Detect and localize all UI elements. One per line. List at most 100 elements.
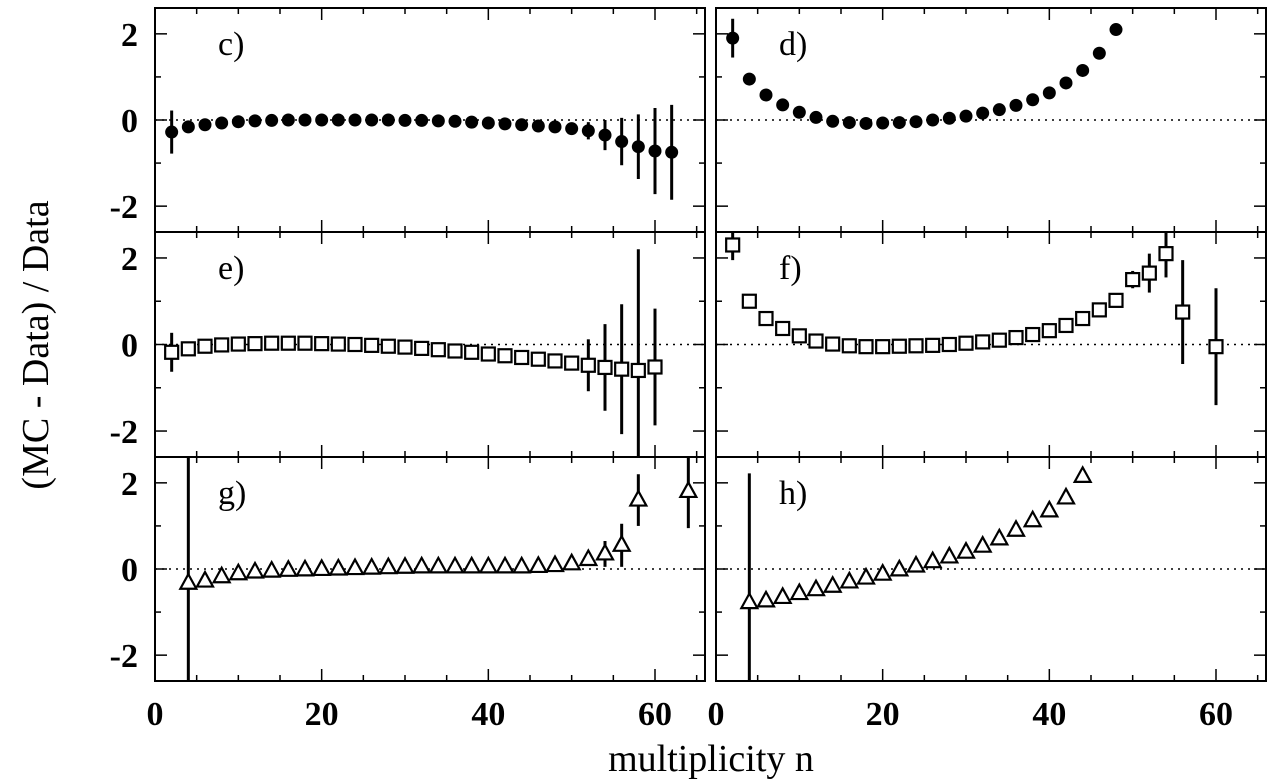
data-point bbox=[875, 339, 891, 355]
data-point bbox=[991, 332, 1007, 348]
x-axis-title: multiplicity n bbox=[608, 738, 814, 780]
x-tick-label: 20 bbox=[305, 696, 339, 733]
panel-f: f) bbox=[715, 231, 1267, 458]
data-point bbox=[178, 571, 199, 590]
data-point bbox=[725, 237, 741, 253]
data-point bbox=[415, 113, 429, 127]
data-point bbox=[628, 488, 649, 507]
data-point bbox=[545, 554, 565, 573]
data-point bbox=[445, 555, 465, 574]
data-point bbox=[808, 333, 824, 349]
data-point bbox=[481, 116, 495, 130]
data-point bbox=[245, 560, 265, 579]
x-tick-label: 40 bbox=[1032, 696, 1066, 733]
data-point bbox=[447, 343, 463, 359]
y-tick-label: 2 bbox=[121, 466, 138, 503]
data-point bbox=[726, 31, 740, 45]
data-point bbox=[414, 340, 430, 356]
data-point bbox=[247, 336, 263, 352]
panel-label: d) bbox=[779, 26, 807, 63]
panel-h: h) bbox=[715, 456, 1267, 682]
data-point bbox=[281, 113, 295, 127]
data-point bbox=[297, 335, 313, 351]
data-point bbox=[295, 558, 315, 577]
data-point bbox=[789, 582, 810, 601]
data-point bbox=[1056, 486, 1076, 505]
y-tick-labels: -2 0 2 -2 0 2 -2 0 2 bbox=[110, 17, 138, 675]
data-point bbox=[164, 344, 180, 360]
data-point bbox=[1125, 271, 1141, 288]
data-point bbox=[906, 554, 926, 573]
y-axis-title: (MC - Data) / Data bbox=[15, 200, 57, 489]
panel-d: d) bbox=[715, 7, 1267, 233]
data-point bbox=[989, 527, 1010, 546]
data-point bbox=[211, 565, 232, 584]
x-tick-label: 0 bbox=[147, 696, 164, 733]
data-point bbox=[614, 361, 630, 377]
panel-grid: c) d) e) f) g) h) bbox=[154, 7, 1267, 682]
data-point bbox=[756, 589, 776, 608]
data-point bbox=[198, 118, 212, 132]
data-point bbox=[1022, 509, 1043, 528]
data-point bbox=[1042, 86, 1056, 100]
data-point bbox=[1041, 323, 1057, 339]
data-point bbox=[822, 574, 843, 593]
data-point bbox=[345, 557, 365, 576]
data-point bbox=[328, 557, 349, 576]
data-point bbox=[264, 335, 280, 351]
data-point bbox=[975, 334, 991, 350]
data-point bbox=[497, 348, 513, 364]
data-point bbox=[395, 555, 415, 574]
data-point bbox=[631, 140, 645, 154]
data-point bbox=[925, 337, 941, 353]
y-tick-label: -2 bbox=[110, 414, 138, 451]
data-point bbox=[1091, 302, 1107, 318]
data-point bbox=[739, 591, 760, 610]
data-point bbox=[230, 336, 246, 352]
data-point bbox=[1039, 499, 1060, 518]
data-point bbox=[1109, 23, 1123, 37]
data-point bbox=[792, 105, 806, 119]
data-point bbox=[909, 115, 923, 129]
data-point bbox=[381, 113, 395, 127]
data-point bbox=[181, 120, 195, 134]
y-tick-label: 0 bbox=[121, 328, 138, 365]
data-point bbox=[976, 106, 990, 120]
data-point bbox=[630, 362, 646, 379]
data-point bbox=[564, 355, 580, 371]
data-point bbox=[511, 555, 532, 574]
data-point bbox=[959, 109, 973, 123]
data-point bbox=[480, 346, 496, 362]
data-point bbox=[942, 111, 956, 125]
data-point bbox=[278, 559, 299, 577]
data-point bbox=[939, 545, 960, 564]
data-point bbox=[347, 336, 363, 353]
data-point bbox=[195, 569, 215, 588]
data-point bbox=[580, 357, 596, 373]
data-point bbox=[515, 118, 529, 132]
y-tick-label: 2 bbox=[121, 241, 138, 278]
data-point bbox=[1072, 465, 1093, 483]
y-tick-label: -2 bbox=[110, 189, 138, 226]
data-point bbox=[430, 342, 446, 358]
data-point bbox=[826, 114, 840, 128]
data-point bbox=[941, 336, 957, 353]
data-point bbox=[759, 88, 773, 102]
panel-label: g) bbox=[218, 475, 246, 512]
panel-label: e) bbox=[218, 250, 244, 287]
data-point bbox=[922, 550, 943, 569]
data-point bbox=[891, 338, 907, 354]
data-point bbox=[1058, 317, 1074, 334]
data-point bbox=[411, 555, 432, 574]
data-point bbox=[648, 144, 662, 158]
data-point bbox=[892, 116, 906, 130]
data-point bbox=[742, 72, 756, 86]
data-point bbox=[647, 359, 663, 375]
data-point bbox=[1026, 93, 1040, 107]
data-point bbox=[856, 566, 876, 585]
data-point bbox=[364, 337, 380, 353]
x-tick-label: 40 bbox=[471, 696, 505, 733]
data-point bbox=[478, 555, 499, 574]
data-point bbox=[528, 555, 549, 574]
data-point bbox=[872, 562, 893, 581]
